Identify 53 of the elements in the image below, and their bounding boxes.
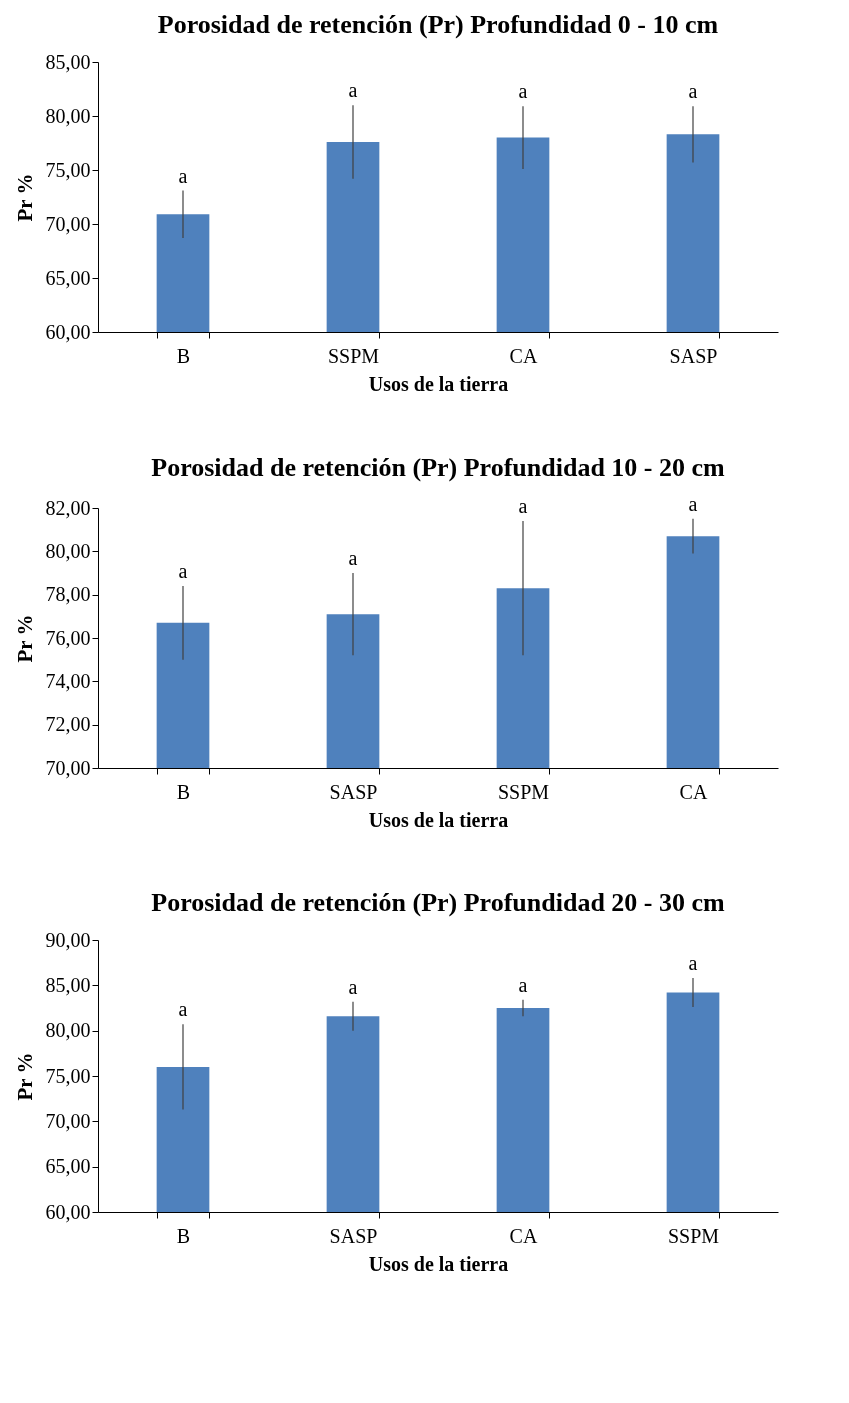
y-tick-label: 74,00 bbox=[45, 669, 91, 692]
x-tick-label: SASP bbox=[669, 344, 718, 367]
y-tick-label: 75,00 bbox=[45, 158, 91, 181]
y-tick-label: 90,00 bbox=[45, 928, 91, 951]
x-axis-title: Usos de la tierra bbox=[368, 808, 509, 831]
x-tick-label: SSPM bbox=[327, 344, 380, 367]
y-tick-label: 60,00 bbox=[45, 1200, 91, 1223]
x-tick-label: SASP bbox=[329, 780, 378, 803]
x-tick-label: SSPM bbox=[497, 780, 550, 803]
x-axis-title: Usos de la tierra bbox=[368, 1252, 509, 1275]
y-tick-label: 72,00 bbox=[45, 713, 91, 736]
y-tick-label: 70,00 bbox=[45, 212, 91, 235]
x-tick-label: SASP bbox=[329, 1224, 378, 1247]
annotation: a bbox=[178, 164, 188, 187]
x-tick-label: B bbox=[176, 780, 191, 803]
y-axis-title: Pr % bbox=[12, 1052, 37, 1101]
x-tick-label: B bbox=[176, 344, 191, 367]
y-tick-label: 65,00 bbox=[45, 1155, 91, 1178]
y-tick-label: 85,00 bbox=[45, 973, 91, 996]
y-axis-title: Pr % bbox=[12, 614, 37, 663]
y-tick-label: 75,00 bbox=[45, 1064, 91, 1087]
y-tick-label: 80,00 bbox=[45, 539, 91, 562]
x-tick-label: CA bbox=[509, 344, 538, 367]
annotation: a bbox=[178, 998, 188, 1021]
annotation: a bbox=[348, 975, 358, 998]
y-tick-label: 82,00 bbox=[45, 496, 91, 519]
annotation: a bbox=[518, 973, 528, 996]
y-axis-title: Pr % bbox=[12, 173, 37, 222]
annotation: a bbox=[178, 560, 188, 582]
chart-title: Porosidad de retención (Pr) Profundidad 10 - 20 cm bbox=[151, 452, 726, 482]
annotation: a bbox=[688, 952, 698, 975]
y-tick-label: 60,00 bbox=[45, 320, 91, 343]
annotation: a bbox=[518, 80, 528, 103]
chart-title: Porosidad de retención (Pr) Profundidad 0 - 10 cm bbox=[157, 10, 719, 39]
y-tick-label: 80,00 bbox=[45, 104, 91, 127]
y-tick-label: 70,00 bbox=[45, 1109, 91, 1132]
annotation: a bbox=[518, 495, 528, 517]
annotation: a bbox=[348, 547, 358, 569]
y-tick-label: 78,00 bbox=[45, 583, 91, 606]
annotation: a bbox=[348, 79, 358, 102]
annotation: a bbox=[688, 80, 698, 103]
x-tick-label: CA bbox=[679, 780, 708, 803]
x-tick-label: CA bbox=[509, 1224, 538, 1247]
y-tick-label: 76,00 bbox=[45, 626, 91, 649]
chart-title: Porosidad de retención (Pr) Profundidad 20 - 30 cm bbox=[151, 888, 726, 917]
x-axis-title: Usos de la tierra bbox=[368, 372, 509, 395]
y-tick-label: 65,00 bbox=[45, 266, 91, 289]
y-tick-label: 70,00 bbox=[45, 756, 91, 779]
y-tick-label: 80,00 bbox=[45, 1019, 91, 1042]
annotation: a bbox=[688, 492, 698, 515]
x-tick-label: SSPM bbox=[667, 1224, 720, 1247]
x-tick-label: B bbox=[176, 1224, 191, 1247]
y-tick-label: 85,00 bbox=[45, 50, 91, 73]
